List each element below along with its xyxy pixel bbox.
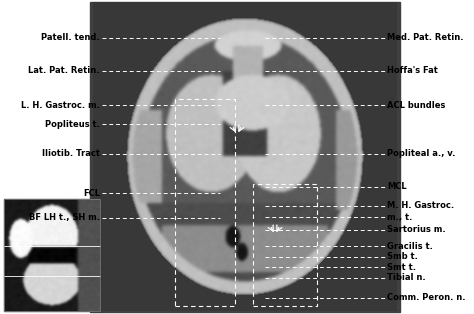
Text: L. H. Gastroc. m.: L. H. Gastroc. m. — [21, 101, 100, 110]
Bar — [4, 199, 100, 311]
Text: m., t.: m., t. — [387, 213, 412, 222]
Bar — [175, 99, 235, 306]
Text: Popliteus t.: Popliteus t. — [45, 120, 100, 128]
Text: Patell. tend.: Patell. tend. — [41, 33, 100, 42]
Text: M. H. Gastroc.: M. H. Gastroc. — [387, 201, 454, 210]
Bar — [90, 2, 400, 312]
Text: BF LH t., SH m.: BF LH t., SH m. — [29, 213, 100, 222]
Text: Lat. Pat. Retin.: Lat. Pat. Retin. — [28, 66, 100, 75]
Bar — [253, 184, 317, 306]
Text: Smb t.: Smb t. — [387, 252, 418, 261]
Text: Sartorius m.: Sartorius m. — [387, 225, 446, 234]
Text: ACL bundles: ACL bundles — [387, 101, 446, 110]
Bar — [4, 199, 100, 311]
Text: MCL: MCL — [387, 182, 407, 191]
Text: Popliteal a., v.: Popliteal a., v. — [387, 149, 456, 158]
Text: FCL: FCL — [83, 189, 100, 198]
Text: Hoffa's Fat: Hoffa's Fat — [387, 66, 438, 75]
Text: Tibial n.: Tibial n. — [387, 273, 426, 282]
Text: Comm. Peron. n.: Comm. Peron. n. — [387, 293, 465, 302]
Text: Smt t.: Smt t. — [387, 263, 416, 272]
Text: Iliotib. Tract: Iliotib. Tract — [42, 149, 100, 158]
Text: Gracilis t.: Gracilis t. — [387, 242, 433, 251]
Text: Med. Pat. Retin.: Med. Pat. Retin. — [387, 33, 464, 42]
